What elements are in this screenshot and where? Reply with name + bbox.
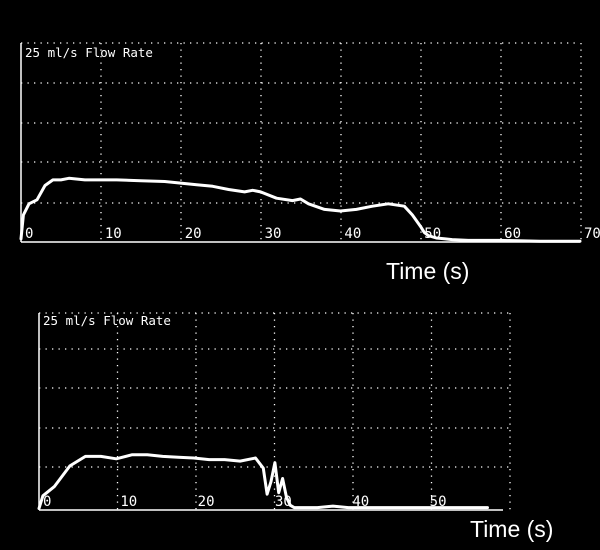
chart-bottom-series-line [37, 453, 489, 510]
chart-top-x-axis-label: Time (s) [386, 258, 469, 284]
chart-top-series-line [19, 176, 582, 243]
chart-bottom-grid [39, 312, 512, 510]
chart-bottom: 0 10 20 30 40 50 25 ml/s Flow Rate Time (s) [37, 312, 553, 542]
chart-top-x-tick-labels: 0 10 20 30 40 50 60 70 [25, 226, 600, 242]
chart-top-grid [21, 42, 582, 242]
chart-bottom-x-axis-label: Time (s) [470, 516, 553, 542]
chart-bottom-title: 25 ml/s Flow Rate [43, 313, 171, 328]
chart-bottom-x-tick-label: 10 [120, 494, 137, 510]
chart-bottom-x-tick-label: 40 [352, 494, 369, 510]
chart-bottom-x-tick-label: 0 [43, 494, 51, 510]
chart-top-x-tick-label: 40 [344, 226, 361, 242]
chart-top-x-tick-label: 60 [504, 226, 521, 242]
chart-bottom-x-tick-labels: 0 10 20 30 40 50 [43, 494, 447, 510]
chart-top-x-tick-label: 30 [265, 226, 282, 242]
chart-bottom-x-tick-label: 20 [198, 494, 215, 510]
chart-top-title: 25 ml/s Flow Rate [25, 45, 153, 60]
chart-top-x-tick-label: 20 [185, 226, 202, 242]
chart-bottom-x-tick-label: 50 [430, 494, 447, 510]
chart-top-x-tick-label: 10 [105, 226, 122, 242]
chart-top-x-tick-label: 0 [25, 226, 33, 242]
chart-top-x-tick-label: 70 [584, 226, 600, 242]
chart-top: 0 10 20 30 40 50 60 70 25 ml/s Flow Rate Time (… [19, 42, 600, 284]
